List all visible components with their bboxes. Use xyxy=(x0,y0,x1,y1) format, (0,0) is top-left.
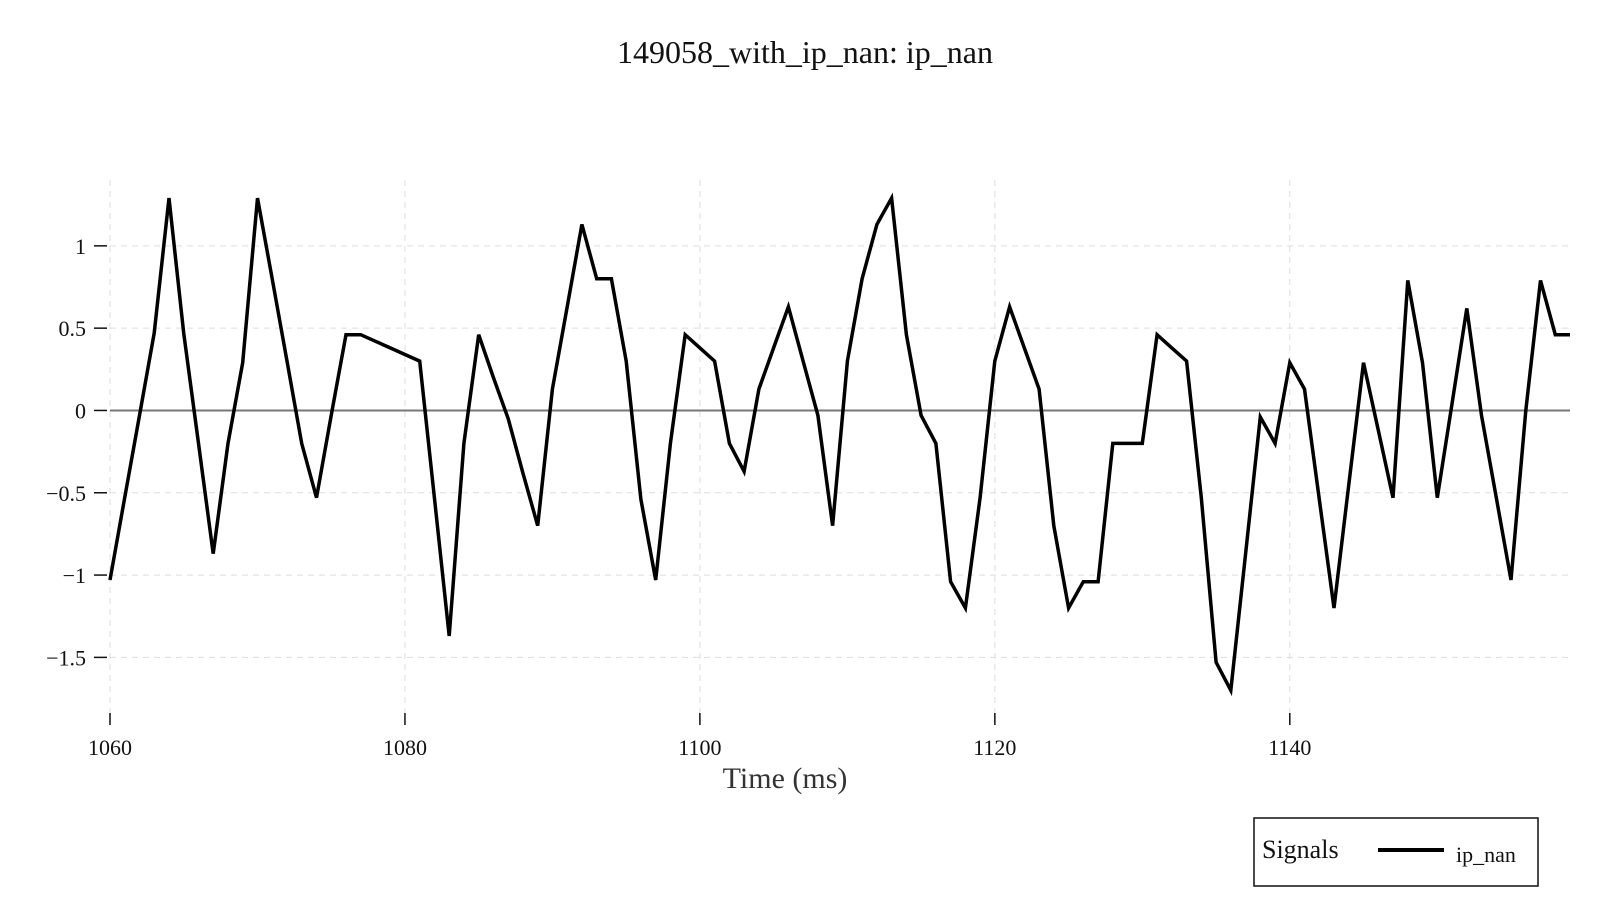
series-line-ip-nan xyxy=(108,192,1570,697)
x-tick-label: 1080 xyxy=(383,735,427,760)
grid-lines xyxy=(109,180,1570,715)
y-tick-label: −1 xyxy=(63,563,86,588)
series-lines xyxy=(108,192,1570,697)
x-tick-label: 1060 xyxy=(88,735,132,760)
legend: Signals ip_nan xyxy=(1253,817,1539,887)
axes: 1060 1080 1100 1120 1140 −1.5 −1 −0.5 0 0.5 1 xyxy=(46,234,1311,760)
x-tick-label: 1120 xyxy=(973,735,1016,760)
legend-title: Signals xyxy=(1262,835,1339,864)
x-tick-label: 1140 xyxy=(1268,735,1311,760)
chart-title: 149058_with_ip_nan: ip_nan xyxy=(617,34,993,70)
legend-label-ip-nan: ip_nan xyxy=(1456,842,1516,867)
y-tick-label: 0.5 xyxy=(59,316,87,341)
x-tick-label: 1100 xyxy=(678,735,721,760)
y-tick-label: 0 xyxy=(75,398,86,423)
y-tick-label: −1.5 xyxy=(46,645,86,670)
x-axis-label: Time (ms) xyxy=(723,762,848,795)
y-tick-label: −0.5 xyxy=(46,481,86,506)
y-tick-label: 1 xyxy=(75,234,86,259)
